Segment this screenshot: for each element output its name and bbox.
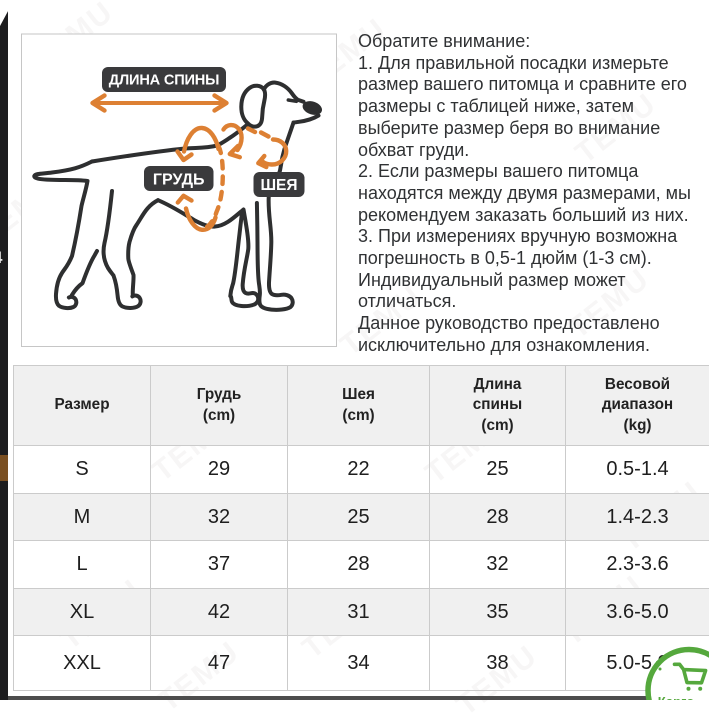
svg-text:ШЕЯ: ШЕЯ (260, 177, 297, 194)
svg-text:Карго: Карго (658, 694, 695, 700)
svg-text:ДЛИНА СПИНЫ: ДЛИНА СПИНЫ (109, 73, 219, 89)
svg-text:ГРУДЬ: ГРУДЬ (153, 172, 205, 189)
